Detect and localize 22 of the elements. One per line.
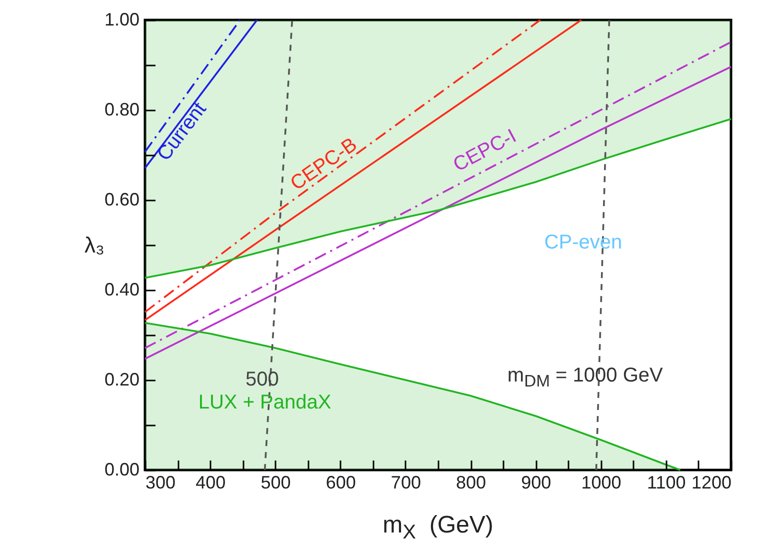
y-tick-label: 0.60 bbox=[104, 190, 140, 210]
x-tick-label: 1100 bbox=[647, 472, 686, 492]
y-tick-label: 1.00 bbox=[104, 10, 140, 30]
annotation: 500 bbox=[246, 368, 279, 392]
x-tick-label: 700 bbox=[390, 472, 421, 492]
annotation: LUX + PandaX bbox=[198, 391, 332, 414]
y-tick-label: 0.40 bbox=[104, 280, 140, 300]
x-axis-title: m$_{X}$ (GeV) bbox=[382, 512, 494, 544]
x-tick-label: 900 bbox=[521, 472, 552, 492]
y-tick-label: 0.80 bbox=[104, 100, 140, 120]
x-tick-label: 1200 bbox=[691, 472, 732, 492]
x-tick-label: 1000 bbox=[581, 472, 622, 492]
x-tick-label: 500 bbox=[260, 472, 291, 492]
annotation: m$_{DM}$ = 1000 GeV bbox=[507, 364, 663, 392]
x-tick-label: 800 bbox=[456, 472, 486, 492]
x-tick-label: 600 bbox=[326, 472, 356, 492]
y-tick-label: 0.20 bbox=[104, 370, 140, 390]
x-tick-label: 300 bbox=[146, 472, 176, 492]
x-tick-label: 400 bbox=[196, 472, 226, 492]
annotation: CP-even bbox=[544, 231, 622, 254]
y-tick-label: 0.00 bbox=[104, 460, 140, 480]
y-axis-title: λ₃ bbox=[84, 232, 104, 258]
